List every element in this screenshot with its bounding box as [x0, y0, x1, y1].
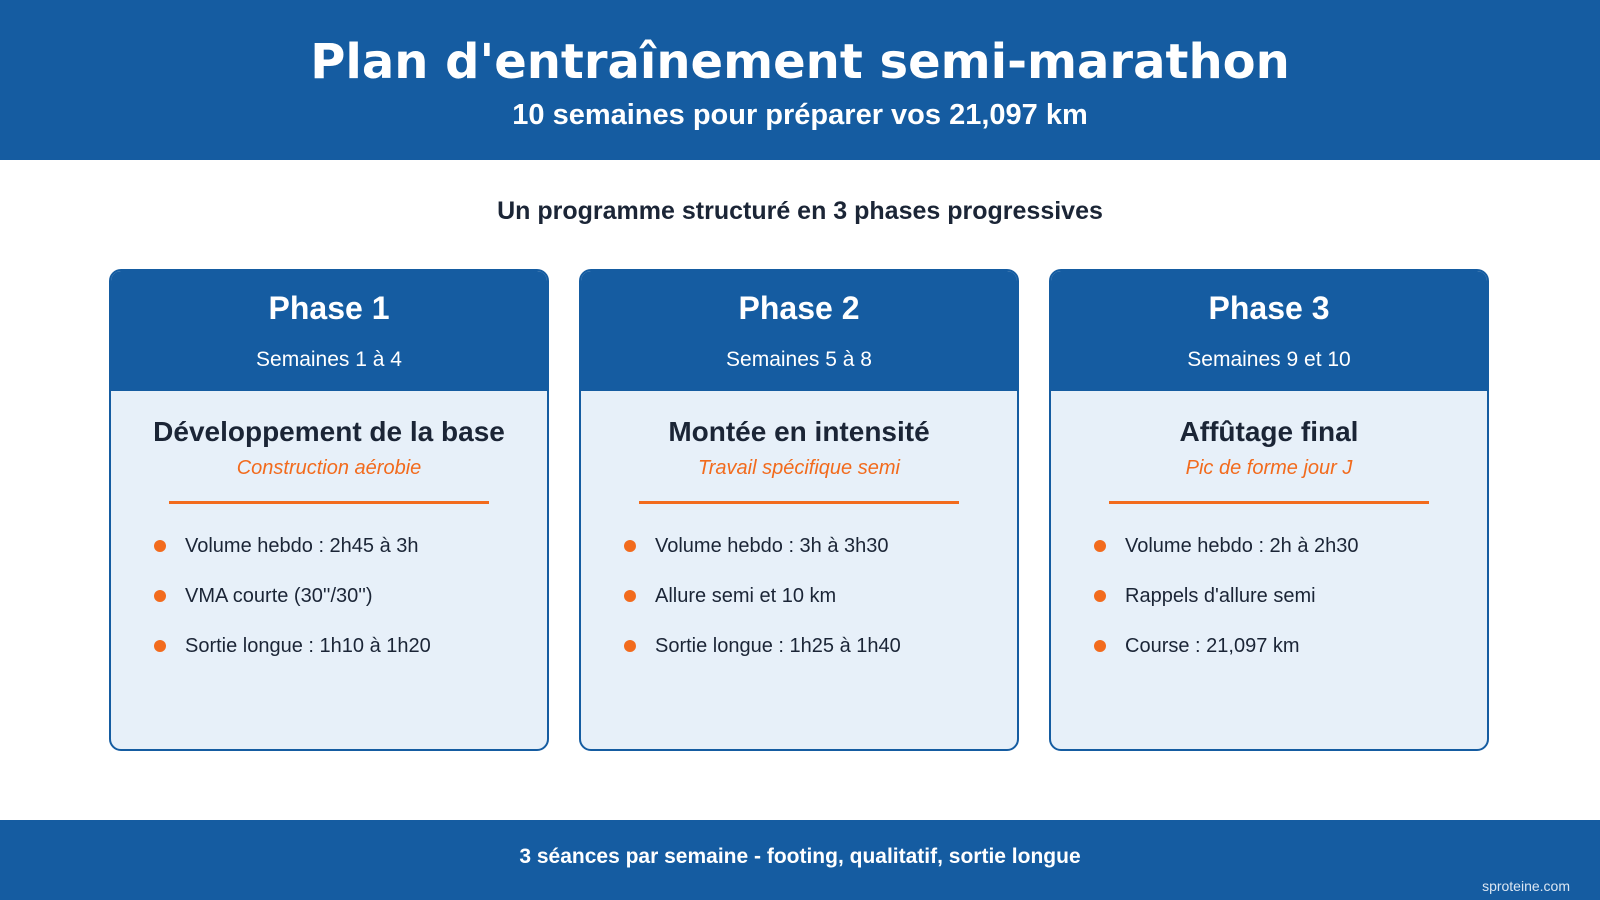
list-item-text: Course : 21,097 km: [1125, 635, 1300, 657]
bullet-icon: [154, 540, 166, 552]
list-item-text: Rappels d'allure semi: [1125, 585, 1316, 607]
phase-title: Phase 2: [738, 290, 860, 326]
bullet-icon: [1094, 590, 1106, 602]
page-footer: 3 séances par semaine - footing, qualita…: [0, 820, 1600, 900]
bullet-icon: [1094, 640, 1106, 652]
bullet-icon: [624, 590, 636, 602]
list-item: Sortie longue : 1h10 à 1h20: [111, 631, 547, 681]
list-item: Volume hebdo : 3h à 3h30: [581, 531, 1017, 581]
phase-tagline: Travail spécifique semi: [698, 457, 900, 479]
page-header: Plan d'entraînement semi-marathon 10 sem…: [0, 0, 1600, 160]
list-item: Course : 21,097 km: [1051, 631, 1487, 681]
bullet-icon: [624, 540, 636, 552]
bullet-icon: [154, 640, 166, 652]
page-subtitle: 10 semaines pour préparer vos 21,097 km: [512, 99, 1088, 131]
phase-card-header: Phase 2 Semaines 5 à 8: [581, 271, 1017, 391]
footer-text: 3 séances par semaine - footing, qualita…: [519, 845, 1081, 868]
phase-weeks: Semaines 9 et 10: [1187, 348, 1351, 371]
phase-card-3: Phase 3 Semaines 9 et 10 Affûtage final …: [1049, 269, 1489, 751]
phase-items-list: Volume hebdo : 3h à 3h30 Allure semi et …: [581, 531, 1017, 681]
phase-divider: [1109, 501, 1429, 504]
footer-credit: sproteine.com: [1482, 878, 1570, 894]
list-item: Volume hebdo : 2h45 à 3h: [111, 531, 547, 581]
phase-items-list: Volume hebdo : 2h45 à 3h VMA courte (30'…: [111, 531, 547, 681]
phase-card-1: Phase 1 Semaines 1 à 4 Développement de …: [109, 269, 549, 751]
list-item-text: Allure semi et 10 km: [655, 585, 837, 607]
list-item-text: VMA courte (30''/30''): [185, 585, 373, 607]
phase-heading: Montée en intensité: [668, 416, 930, 447]
phase-items-list: Volume hebdo : 2h à 2h30 Rappels d'allur…: [1051, 531, 1487, 681]
list-item: Sortie longue : 1h25 à 1h40: [581, 631, 1017, 681]
phase-title: Phase 3: [1208, 290, 1330, 326]
page-title: Plan d'entraînement semi-marathon: [310, 34, 1290, 90]
list-item-text: Volume hebdo : 2h à 2h30: [1125, 535, 1359, 557]
phase-card-2: Phase 2 Semaines 5 à 8 Montée en intensi…: [579, 269, 1019, 751]
phase-title: Phase 1: [268, 290, 390, 326]
list-item-text: Sortie longue : 1h10 à 1h20: [185, 635, 431, 657]
bullet-icon: [1094, 540, 1106, 552]
intro-heading: Un programme structuré en 3 phases progr…: [497, 197, 1103, 225]
list-item-text: Sortie longue : 1h25 à 1h40: [655, 635, 901, 657]
list-item-text: Volume hebdo : 2h45 à 3h: [185, 535, 419, 557]
phase-divider: [639, 501, 959, 504]
phase-tagline: Pic de forme jour J: [1185, 457, 1353, 479]
phase-heading: Affûtage final: [1179, 416, 1359, 447]
phase-divider: [169, 501, 489, 504]
list-item: VMA courte (30''/30''): [111, 581, 547, 631]
phase-card-header: Phase 1 Semaines 1 à 4: [111, 271, 547, 391]
phase-weeks: Semaines 5 à 8: [726, 348, 872, 371]
phase-weeks: Semaines 1 à 4: [256, 348, 402, 371]
phase-card-header: Phase 3 Semaines 9 et 10: [1051, 271, 1487, 391]
list-item: Volume hebdo : 2h à 2h30: [1051, 531, 1487, 581]
list-item: Rappels d'allure semi: [1051, 581, 1487, 631]
list-item-text: Volume hebdo : 3h à 3h30: [655, 535, 889, 557]
bullet-icon: [624, 640, 636, 652]
bullet-icon: [154, 590, 166, 602]
phase-tagline: Construction aérobie: [236, 457, 422, 479]
phase-heading: Développement de la base: [153, 416, 505, 447]
list-item: Allure semi et 10 km: [581, 581, 1017, 631]
